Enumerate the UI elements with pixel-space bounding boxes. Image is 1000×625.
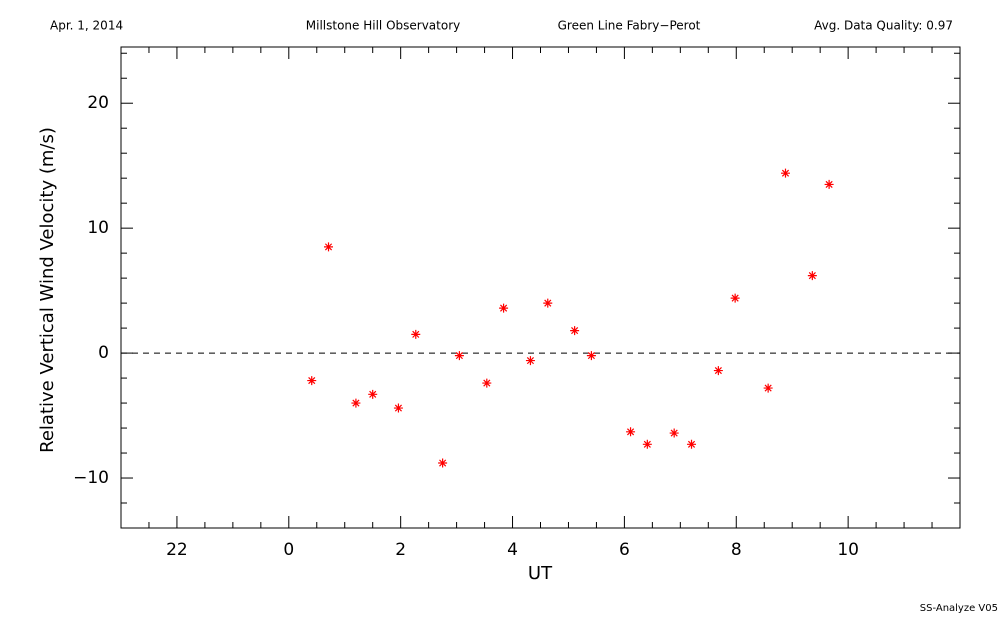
chart-subtitle: Green Line Fabry−Perot	[558, 19, 701, 33]
data-point	[570, 326, 580, 336]
data-point	[438, 458, 448, 468]
version-label: SS-Analyze V05	[920, 603, 998, 614]
data-point	[324, 242, 334, 252]
data-point	[586, 351, 596, 361]
y-axis-title: Relative Vertical Wind Velocity (m/s)	[37, 127, 58, 453]
y-tick-label: 0	[98, 343, 109, 363]
data-point	[482, 378, 492, 388]
data-point	[351, 398, 361, 408]
data-point	[393, 403, 403, 413]
y-tick-label: −10	[73, 468, 109, 488]
data-point	[713, 366, 723, 376]
data-point	[626, 427, 636, 437]
data-point	[543, 298, 553, 308]
data-point	[807, 271, 817, 281]
x-tick-label: 2	[395, 540, 406, 560]
plot-frame	[120, 46, 961, 529]
data-point	[687, 439, 697, 449]
data-point	[730, 293, 740, 303]
quality-label: Avg. Data Quality: 0.97	[814, 19, 953, 33]
data-point	[368, 389, 378, 399]
x-tick-label: 6	[619, 540, 630, 560]
y-tick-label: 20	[87, 93, 109, 113]
x-tick-label: 10	[837, 540, 859, 560]
chart-title: Millstone Hill Observatory	[306, 19, 460, 33]
x-axis-title: UT	[528, 563, 553, 584]
data-point	[824, 179, 834, 189]
x-tick-label: 8	[731, 540, 742, 560]
data-point	[763, 383, 773, 393]
x-tick-label: 22	[166, 540, 188, 560]
data-point	[780, 168, 790, 178]
data-point	[454, 351, 464, 361]
data-point	[642, 439, 652, 449]
x-tick-label: 0	[283, 540, 294, 560]
x-tick-label: 4	[507, 540, 518, 560]
data-point	[669, 428, 679, 438]
y-tick-label: 10	[87, 218, 109, 238]
data-point	[411, 329, 421, 339]
data-point	[499, 303, 509, 313]
data-point	[307, 376, 317, 386]
data-point	[525, 356, 535, 366]
date-label: Apr. 1, 2014	[50, 19, 123, 33]
